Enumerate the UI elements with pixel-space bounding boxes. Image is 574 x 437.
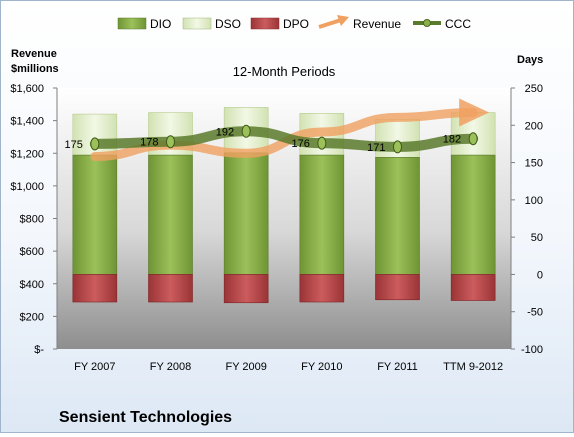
right-axis-tick-label: 200: [525, 120, 543, 132]
legend: DIO DSO DPO Revenue CCC: [117, 15, 471, 31]
bar-dio: [223, 152, 269, 275]
bar-dio: [375, 157, 420, 275]
x-axis-category-label: TTM 9-2012: [443, 361, 503, 373]
legend-label-ccc: CCC: [445, 17, 471, 31]
legend-label-dio: DIO: [150, 17, 171, 31]
axes-layer: $- $200 $400 $600 $800 $1,000 $1,200 $1,400 $1,6…: [10, 83, 543, 373]
left-axis-tick-label: $1,000: [10, 181, 44, 193]
ccc-marker: [468, 132, 478, 146]
legend-label-revenue: Revenue: [353, 17, 401, 31]
left-axis-label-line2: $millions: [11, 63, 59, 75]
x-axis-category-label: FY 2010: [301, 361, 342, 373]
right-axis-tick-label: 150: [525, 158, 543, 170]
legend-label-dso: DSO: [215, 17, 241, 31]
right-axis-label: Days: [517, 54, 543, 66]
ccc-data-label: 171: [367, 142, 385, 154]
legend-swatch-dso: [182, 17, 212, 30]
right-axis-tick-label: -50: [527, 307, 543, 319]
bar-dio: [148, 154, 193, 275]
x-axis-category-label: FY 2007: [74, 361, 115, 373]
ccc-marker: [90, 137, 100, 151]
revenue-arrowhead: [459, 98, 490, 127]
x-axis-category-label: FY 2009: [225, 361, 266, 373]
ccc-marker: [166, 135, 175, 149]
bar-dpo: [223, 274, 269, 304]
legend-item-dso: DSO: [182, 17, 241, 31]
ccc-data-label: 178: [140, 137, 158, 149]
ccc-data-label: 182: [443, 134, 461, 146]
legend-item-ccc: CCC: [413, 17, 471, 31]
plot-area: [57, 88, 511, 349]
left-axis-tick-label: $800: [20, 214, 44, 226]
bar-dpo: [72, 274, 118, 303]
company-name: Sensient Technologies: [59, 409, 232, 426]
right-axis-tick-label: 0: [537, 269, 543, 281]
legend-label-dpo: DPO: [283, 17, 309, 31]
chart-subtitle: 12-Month Periods: [233, 64, 336, 79]
bar-dpo: [299, 274, 345, 303]
left-axis-tick-label: $-: [34, 344, 44, 356]
ccc-marker: [241, 124, 251, 138]
left-axis-tick-label: $1,400: [10, 116, 44, 128]
ccc-marker: [393, 140, 402, 154]
left-axis-tick-label: $1,600: [10, 83, 44, 95]
bar-dio: [450, 154, 496, 275]
bar-dio: [299, 154, 345, 275]
legend-swatch-dio: [117, 17, 147, 30]
left-axis-tick-label: $200: [20, 311, 44, 323]
left-axis-tick-label: $600: [20, 246, 44, 258]
bar-dpo: [148, 274, 193, 303]
lines-layer: 175 178 192 176 171 182: [64, 98, 490, 162]
legend-arrowhead-icon: [337, 15, 349, 26]
bar-dpo: [375, 274, 420, 301]
x-axis-category-label: FY 2008: [150, 361, 191, 373]
ccc-marker: [317, 136, 327, 150]
legend-swatch-dpo: [250, 17, 280, 30]
right-axis-tick-label: 250: [525, 83, 543, 95]
legend-item-revenue: Revenue: [318, 15, 401, 31]
right-axis-tick-label: 50: [531, 232, 543, 244]
legend-item-dpo: DPO: [250, 17, 309, 31]
bar-dio: [72, 154, 118, 275]
ccc-data-label: 176: [291, 138, 309, 150]
bar-dpo: [450, 274, 496, 301]
right-axis-tick-label: 100: [525, 195, 543, 207]
legend-marker-ccc: [423, 19, 431, 27]
legend-arrow-icon: [318, 18, 342, 29]
x-axis-category-label: FY 2011: [377, 361, 418, 373]
right-axis-tick-label: -100: [521, 344, 543, 356]
left-axis-tick-label: $1,200: [10, 148, 44, 160]
ccc-data-label: 192: [216, 126, 234, 138]
left-axis-label-line1: Revenue: [11, 48, 57, 60]
ccc-data-label: 175: [64, 139, 82, 151]
left-axis-tick-label: $400: [20, 279, 44, 291]
legend-item-dio: DIO: [117, 17, 171, 31]
